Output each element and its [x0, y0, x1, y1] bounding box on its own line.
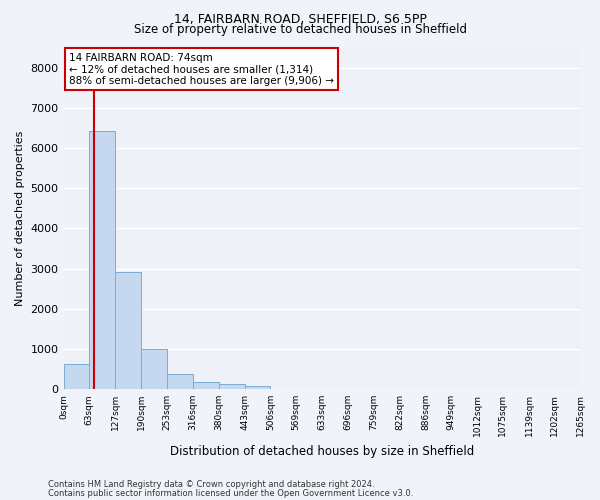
Bar: [89, 131, 115, 389]
Bar: [64, 364, 89, 389]
Bar: [141, 348, 167, 389]
Bar: [219, 384, 245, 389]
Text: 14, FAIRBARN ROAD, SHEFFIELD, S6 5PP: 14, FAIRBARN ROAD, SHEFFIELD, S6 5PP: [173, 12, 427, 26]
Bar: [245, 386, 271, 389]
Bar: [193, 382, 219, 389]
X-axis label: Distribution of detached houses by size in Sheffield: Distribution of detached houses by size …: [170, 444, 474, 458]
Text: Contains public sector information licensed under the Open Government Licence v3: Contains public sector information licen…: [48, 488, 413, 498]
Text: Size of property relative to detached houses in Sheffield: Size of property relative to detached ho…: [133, 22, 467, 36]
Text: 14 FAIRBARN ROAD: 74sqm
← 12% of detached houses are smaller (1,314)
88% of semi: 14 FAIRBARN ROAD: 74sqm ← 12% of detache…: [69, 52, 334, 86]
Bar: [115, 272, 141, 389]
Bar: [167, 374, 193, 389]
Text: Contains HM Land Registry data © Crown copyright and database right 2024.: Contains HM Land Registry data © Crown c…: [48, 480, 374, 489]
Y-axis label: Number of detached properties: Number of detached properties: [15, 130, 25, 306]
